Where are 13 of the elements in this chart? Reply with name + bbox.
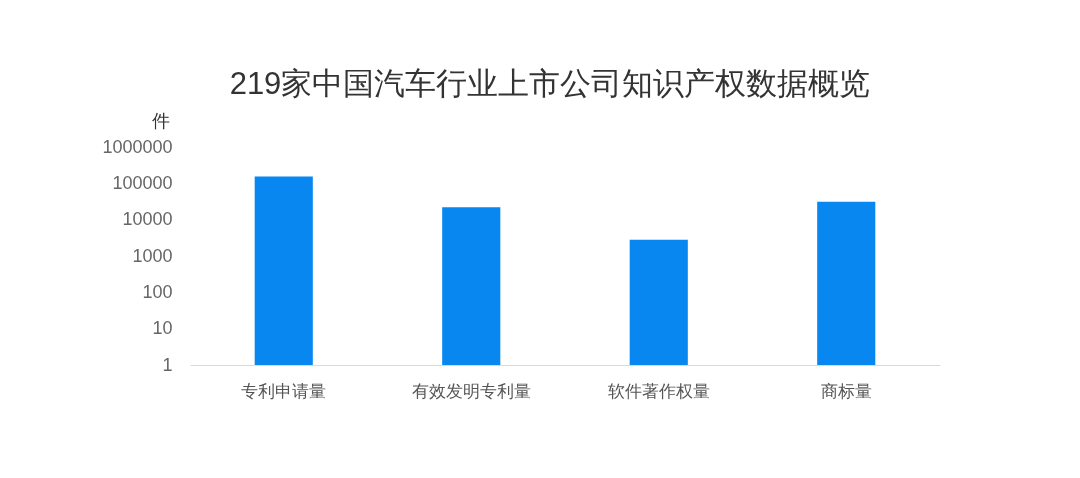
y-tick-label: 10000 (122, 209, 173, 230)
y-tick-label: 10 (152, 318, 173, 339)
y-tick-label: 100 (142, 281, 173, 302)
x-tick-label: 有效发明专利量 (411, 381, 531, 401)
chart-title: 219家中国汽车行业上市公司知识产权数据概览 (229, 66, 871, 101)
y-tick-label: 100000 (112, 172, 173, 193)
x-tick-label: 商标量 (820, 381, 872, 401)
y-tick-label: 1000000 (102, 136, 173, 157)
x-tick-label: 软件著作权量 (607, 381, 710, 401)
y-axis-title: 件 (151, 110, 170, 131)
y-tick-label: 1 (162, 354, 173, 375)
y-tick-label: 1000 (132, 245, 173, 266)
x-tick-label: 专利申请量 (241, 381, 327, 401)
